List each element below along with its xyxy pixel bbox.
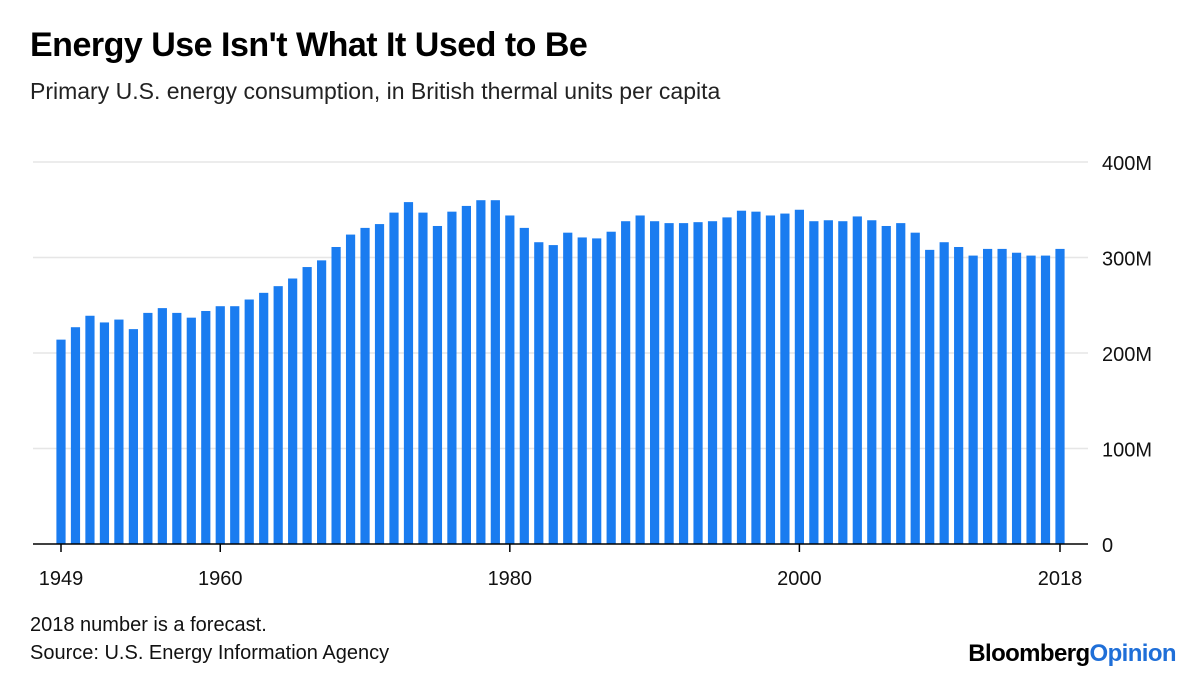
chart-title: Energy Use Isn't What It Used to Be [30, 26, 588, 64]
bar [461, 205, 471, 544]
x-tick-label: 1980 [488, 568, 533, 590]
bar [809, 221, 819, 544]
bar [172, 312, 182, 544]
bar [360, 227, 370, 544]
bar [563, 232, 573, 545]
bar [519, 227, 529, 544]
bar [823, 220, 833, 544]
bar [418, 212, 428, 545]
x-tick-label: 1960 [198, 568, 243, 590]
bar [186, 317, 196, 544]
bar [577, 237, 587, 544]
bar [490, 200, 500, 544]
y-tick-label: 100M [1102, 440, 1152, 462]
bar [56, 339, 66, 544]
bar [910, 232, 920, 545]
bar [505, 215, 515, 545]
bar [983, 248, 993, 544]
y-tick-label: 200M [1102, 344, 1152, 366]
bar [1055, 248, 1065, 544]
x-tick-label: 2000 [777, 568, 822, 590]
bar-chart: 0 100M 200M 300M 400M 1949 1960 1980 2000 2018 [33, 153, 1152, 590]
bar [838, 221, 848, 544]
bar [403, 202, 414, 545]
bar [389, 212, 399, 545]
bar [317, 260, 327, 544]
bar [70, 327, 81, 544]
bar [997, 248, 1007, 544]
bar [476, 200, 486, 544]
bar [215, 306, 225, 544]
bar [244, 299, 254, 544]
bar [85, 315, 95, 544]
bar [1026, 255, 1036, 544]
y-tick-label: 300M [1102, 249, 1152, 271]
bar [606, 231, 616, 544]
bar [635, 215, 645, 545]
bar [1011, 252, 1022, 544]
bar [273, 286, 283, 544]
x-tick-label: 1949 [39, 568, 84, 590]
bar [157, 308, 167, 544]
bar [722, 217, 732, 544]
bar [143, 312, 153, 544]
bar [939, 242, 949, 544]
footnote: 2018 number is a forecast. [30, 614, 267, 636]
bar [968, 255, 978, 544]
source-note: Source: U.S. Energy Information Agency [30, 642, 390, 664]
y-tick-label: 0 [1102, 535, 1113, 557]
bar [288, 278, 298, 544]
bar [302, 267, 312, 544]
bar [259, 292, 269, 544]
brand-part-1: Bloomberg [968, 640, 1090, 667]
bar [374, 224, 385, 544]
y-tick-label: 400M [1102, 153, 1152, 175]
bar [230, 306, 240, 544]
bar [650, 221, 660, 544]
bar [765, 215, 776, 545]
bar [852, 216, 862, 544]
bar [114, 319, 124, 544]
bar [99, 322, 110, 544]
bar [128, 329, 138, 544]
bar [707, 221, 718, 544]
bar [751, 211, 761, 544]
bar [432, 225, 443, 545]
bar [548, 245, 558, 544]
bar [664, 223, 674, 544]
bar [867, 220, 877, 544]
bar [954, 246, 964, 544]
bar [881, 225, 891, 545]
bar [693, 222, 703, 545]
brand-part-2: Opinion [1089, 640, 1177, 667]
bar [896, 223, 906, 544]
bar [534, 242, 544, 544]
bloomberg-opinion-logo: BloombergOpinion [968, 640, 1176, 668]
bar [736, 210, 747, 544]
x-tick-label: 2018 [1038, 568, 1083, 590]
bar [678, 223, 689, 544]
bar [201, 310, 211, 544]
bar [621, 221, 631, 544]
bar [331, 246, 341, 544]
bar [780, 213, 790, 544]
bar [345, 234, 356, 544]
bar [1040, 255, 1051, 544]
bar [925, 249, 935, 545]
bar [794, 209, 804, 544]
bar [447, 211, 457, 544]
bar [592, 238, 602, 544]
chart-subtitle: Primary U.S. energy consumption, in Brit… [30, 78, 721, 104]
